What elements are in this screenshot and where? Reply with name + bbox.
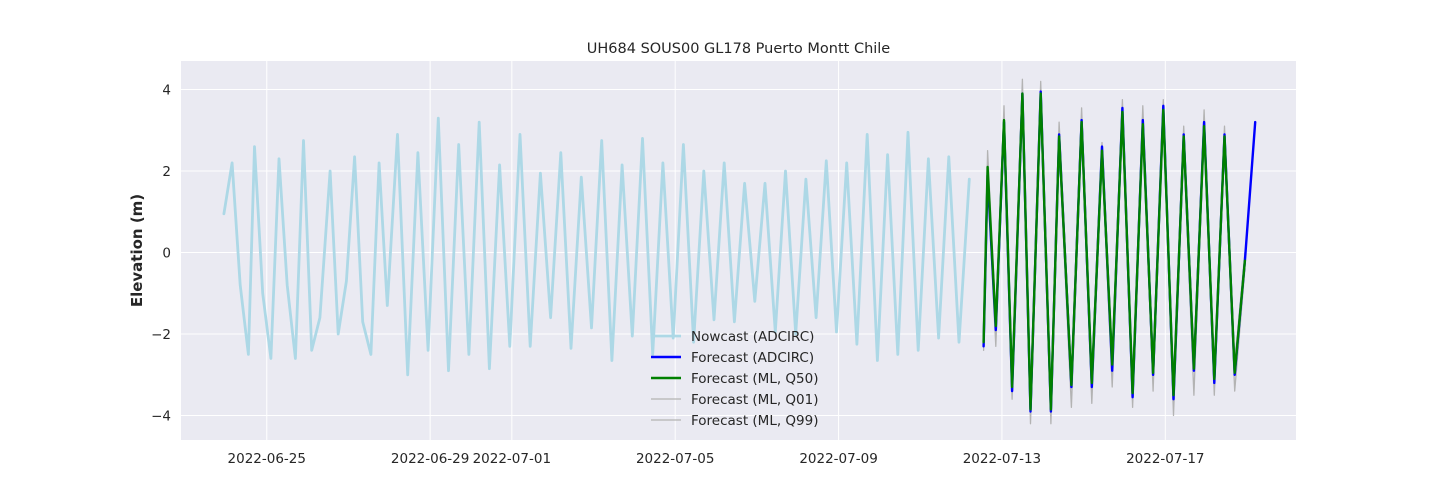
series-line-nowcast	[222, 116, 971, 377]
x-tick-label: 2022-07-09	[799, 451, 877, 467]
y-axis-ticks: −4 −2 0 2 4	[151, 83, 171, 425]
legend-label: Nowcast (ADCIRC)	[691, 329, 814, 345]
legend-label: Forecast (ML, Q01)	[691, 392, 819, 408]
chart-title: UH684 SOUS00 GL178 Puerto Montt Chile	[587, 41, 891, 57]
y-tick-label: −4	[151, 409, 171, 425]
x-tick-label: 2022-07-01	[473, 451, 551, 467]
y-tick-label: 4	[162, 83, 171, 99]
x-tick-label: 2022-07-05	[636, 451, 714, 467]
legend-label: Forecast (ML, Q99)	[691, 413, 819, 429]
x-tick-label: 2022-07-13	[963, 451, 1041, 467]
x-tick-label: 2022-07-17	[1126, 451, 1204, 467]
y-axis-label: Elevation (m)	[128, 194, 146, 307]
series-layer	[222, 78, 1257, 425]
legend-label: Forecast (ML, Q50)	[691, 371, 819, 387]
x-tick-label: 2022-06-25	[228, 451, 306, 467]
x-tick-label: 2022-06-29	[391, 451, 469, 467]
y-tick-label: −2	[151, 327, 171, 343]
series-line-forecast-q50	[982, 92, 1247, 411]
legend: Nowcast (ADCIRC) Forecast (ADCIRC) Forecas…	[651, 329, 819, 429]
y-tick-label: 2	[162, 164, 171, 180]
legend-label: Forecast (ADCIRC)	[691, 350, 814, 366]
x-axis-ticks: 2022-06-25 2022-06-29 2022-07-01 2022-07-05…	[228, 451, 1205, 467]
y-tick-label: 0	[162, 246, 171, 262]
